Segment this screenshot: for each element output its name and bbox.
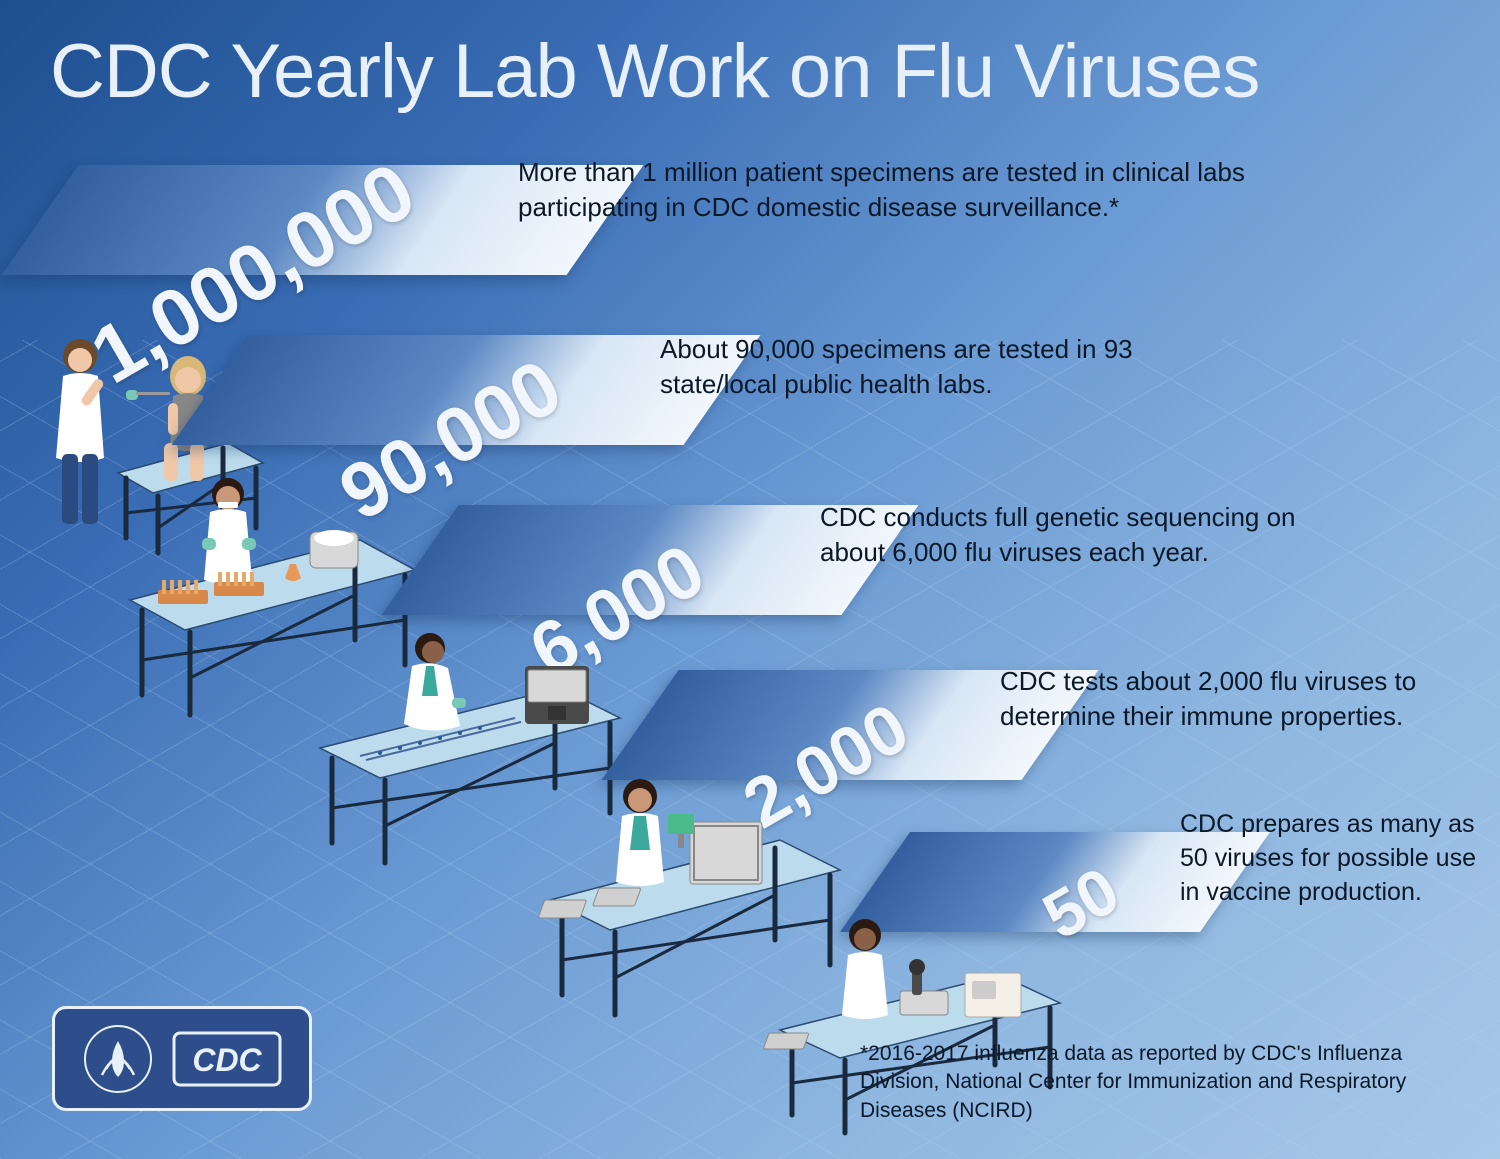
stat-desc-2: About 90,000 specimens are tested in 93 … <box>660 332 1160 402</box>
cdc-badge: CDC <box>52 1006 312 1111</box>
stat-desc-3: CDC conducts full genetic sequencing on … <box>820 500 1340 570</box>
hhs-logo-icon <box>82 1023 154 1095</box>
stat-desc-1: More than 1 million patient specimens ar… <box>518 155 1258 225</box>
stat-desc-4: CDC tests about 2,000 flu viruses to det… <box>1000 664 1460 734</box>
page-title: CDC Yearly Lab Work on Flu Viruses <box>50 28 1259 115</box>
stat-desc-5: CDC prepares as many as 50 viruses for p… <box>1180 808 1490 909</box>
footnote: *2016-2017 influenza data as reported by… <box>860 1040 1440 1125</box>
svg-text:CDC: CDC <box>192 1042 262 1078</box>
cdc-logo-icon: CDC <box>172 1031 282 1087</box>
